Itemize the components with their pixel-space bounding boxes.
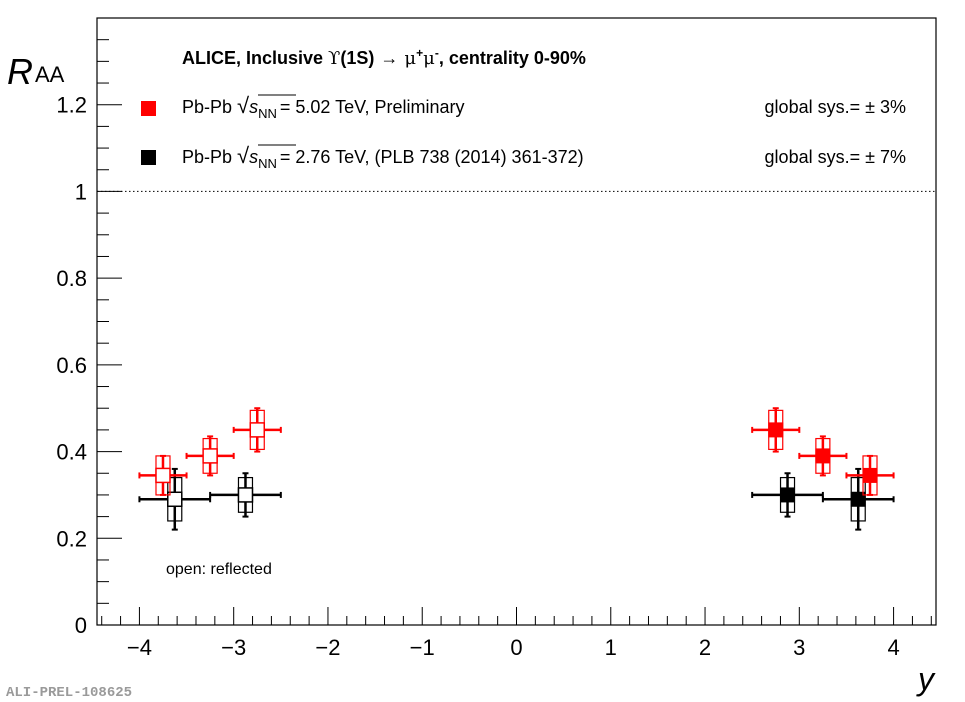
plot-axes: −4 −3 −2 −1 0 1 2 3 4 0 0.2 0.4 0.6 0.8 1 1.2 [56,17,937,660]
reflected-point-276tev-0 [209,472,282,518]
y-tick-label: 0.4 [56,440,87,465]
legend-global-sys-276: global sys.= ± 7% [765,147,906,167]
point-502tev-1 [798,435,848,477]
filled-marker [780,487,796,503]
open-marker [167,491,183,508]
filled-marker [815,448,831,464]
x-tick-label: −3 [221,635,246,660]
x-tick-label: 3 [793,635,805,660]
open-marker [155,467,171,484]
x-tick-label: 2 [699,635,711,660]
x-tick-label: 1 [605,635,617,660]
y-tick-label: 1.2 [56,93,87,118]
reflected-point-502tev-0 [232,407,282,453]
legend-label-276: Pb-Pb √sNN = 2.76 TeV, (PLB 738 (2014) 36… [182,143,584,171]
x-tick-label: 4 [887,635,899,660]
filled-marker [850,491,866,507]
legend: Pb-Pb √sNN = 5.02 TeV, Preliminary global… [141,93,906,171]
x-tick-label: −2 [315,635,340,660]
y-axis-title: RAA [7,51,65,92]
x-tick-label: 0 [510,635,522,660]
reflected-point-276tev-1 [138,467,212,531]
data-points [138,407,895,531]
x-tick-label: −4 [127,635,152,660]
y-tick-label: 0.8 [56,266,87,291]
legend-marker-red [141,101,156,116]
reflected-point-502tev-1 [185,435,235,477]
annotation-open-reflected: open: reflected [166,561,272,578]
open-marker [237,487,254,503]
reflected-point-502tev-2 [138,454,188,496]
point-276tev-1 [821,467,895,531]
open-marker [202,448,218,464]
x-axis-title: y [916,661,936,697]
filled-marker [862,467,878,483]
point-276tev-0 [751,472,824,518]
point-502tev-0 [751,407,801,453]
filled-marker [768,422,784,438]
y-tick-label: 1 [75,179,87,204]
point-502tev-2 [845,454,895,496]
legend-label-502: Pb-Pb √sNN = 5.02 TeV, Preliminary [182,93,465,121]
open-marker [249,422,266,438]
legend-marker-black [141,150,156,165]
y-tick-label: 0.2 [56,526,87,551]
legend-global-sys-502: global sys.= ± 3% [765,97,906,117]
chart-title: ALICE, Inclusive ϒ(1S) → μ+μ-, centrality … [182,46,586,69]
y-tick-label: 0.6 [56,353,87,378]
watermark: ALI-PREL-108625 [6,685,132,701]
y-tick-label: 0 [75,613,87,638]
x-tick-label: −1 [410,635,435,660]
